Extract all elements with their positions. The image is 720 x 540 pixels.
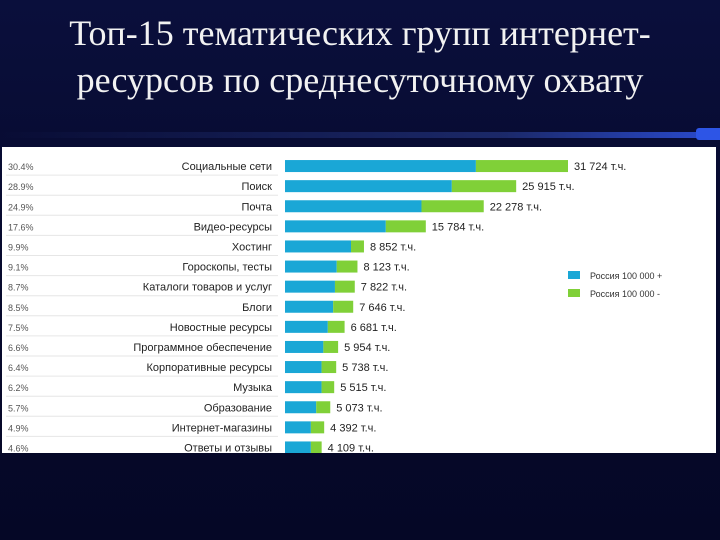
bar-segment-blue [285, 160, 476, 173]
category-label: Видео-ресурсы [194, 221, 273, 233]
category-label: Музыка [233, 382, 273, 394]
bar-segment-green [333, 300, 354, 313]
bar-segment-green [475, 160, 568, 173]
total-value-label: 31 724 т.ч. [574, 161, 626, 173]
legend-swatch [568, 289, 580, 297]
legend-label: Россия 100 000 + [590, 271, 662, 281]
percent-label: 28.9% [8, 182, 34, 192]
bar-segment-green [310, 421, 325, 434]
bar-segment-green [321, 361, 337, 374]
total-value-label: 5 515 т.ч. [340, 382, 386, 394]
bar-segment-blue [285, 220, 386, 233]
total-value-label: 7 822 т.ч. [361, 282, 407, 294]
bar-segment-blue [285, 260, 337, 273]
bar-segment-blue [285, 421, 311, 434]
bar-segment-blue [285, 401, 317, 414]
category-label: Почта [241, 201, 272, 213]
total-value-label: 5 073 т.ч. [336, 402, 382, 414]
bar-segment-green [334, 280, 355, 293]
total-value-label: 4 392 т.ч. [330, 422, 376, 434]
bar-segment-blue [285, 180, 452, 193]
category-label: Хостинг [232, 241, 272, 253]
total-value-label: 22 278 т.ч. [490, 201, 542, 213]
bar-segment-green [351, 240, 364, 253]
stacked-bar-chart: 30.4% Социальные сети 31 724 т.ч. 28.9% Поис… [6, 160, 662, 453]
slide-title-line-1: Топ-15 тематических групп интернет- [69, 13, 651, 53]
percent-label: 9.1% [8, 263, 29, 273]
category-label: Каталоги товаров и услуг [143, 282, 272, 294]
percent-label: 4.6% [8, 443, 29, 453]
bar-segment-green [316, 401, 331, 414]
percent-label: 17.6% [8, 222, 34, 232]
decorative-corner-mark [696, 128, 720, 140]
total-value-label: 25 915 т.ч. [522, 181, 574, 193]
total-value-label: 6 681 т.ч. [351, 322, 397, 334]
percent-label: 4.9% [8, 423, 29, 433]
bar-segment-blue [285, 361, 322, 374]
bar-segment-green [323, 340, 339, 353]
bar-segment-blue [285, 240, 352, 253]
chart-panel: 30.4% Социальные сети 31 724 т.ч. 28.9% Поис… [2, 147, 716, 453]
bar-segment-blue [285, 441, 311, 453]
bar-segment-blue [285, 200, 422, 213]
total-value-label: 5 954 т.ч. [344, 342, 390, 354]
total-value-label: 15 784 т.ч. [432, 221, 484, 233]
bar-segment-green [321, 381, 335, 394]
total-value-label: 7 646 т.ч. [359, 302, 405, 314]
percent-label: 7.5% [8, 323, 29, 333]
category-label: Социальные сети [182, 161, 272, 173]
category-label: Корпоративные ресурсы [146, 362, 272, 374]
percent-label: 6.2% [8, 383, 29, 393]
percent-label: 6.6% [8, 343, 29, 353]
bar-segment-blue [285, 280, 335, 293]
percent-label: 6.4% [8, 363, 29, 373]
bar-segment-blue [285, 340, 324, 353]
category-label: Интернет-магазины [172, 422, 272, 434]
slide-title-line-2: ресурсов по среднесуточному охвату [76, 60, 644, 100]
bar-segment-green [310, 441, 322, 453]
percent-label: 5.7% [8, 403, 29, 413]
bar-segment-green [421, 200, 484, 213]
slide-title: Топ-15 тематических групп интернет- ресу… [0, 10, 720, 104]
category-label: Образование [204, 402, 272, 414]
total-value-label: 8 852 т.ч. [370, 241, 416, 253]
category-label: Блоги [242, 302, 272, 314]
category-label: Гороскопы, тесты [182, 262, 272, 274]
bar-segment-green [336, 260, 358, 273]
category-label: Ответы и отзывы [184, 442, 272, 453]
bar-segment-green [385, 220, 426, 233]
category-label: Новостные ресурсы [170, 322, 272, 334]
bar-segment-blue [285, 381, 322, 394]
bar-segment-blue [285, 320, 328, 333]
bar-segment-green [451, 180, 517, 193]
percent-label: 9.9% [8, 242, 29, 252]
category-label: Программное обеспечение [133, 342, 272, 354]
percent-label: 8.7% [8, 283, 29, 293]
legend-label: Россия 100 000 - [590, 289, 660, 299]
total-value-label: 5 738 т.ч. [342, 362, 388, 374]
bar-segment-green [327, 320, 345, 333]
legend-swatch [568, 271, 580, 279]
total-value-label: 4 109 т.ч. [328, 442, 374, 453]
bar-segment-blue [285, 300, 334, 313]
percent-label: 8.5% [8, 303, 29, 313]
percent-label: 24.9% [8, 202, 34, 212]
category-label: Поиск [242, 181, 273, 193]
total-value-label: 8 123 т.ч. [363, 262, 409, 274]
decorative-stripe [0, 132, 720, 138]
percent-label: 30.4% [8, 162, 34, 172]
